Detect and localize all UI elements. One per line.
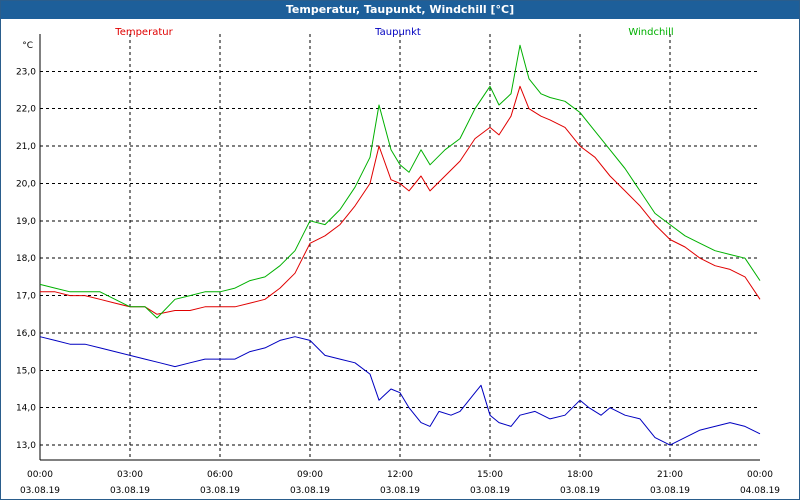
x-tick-date: 03.08.19	[380, 486, 420, 496]
x-tick-date: 03.08.19	[560, 486, 600, 496]
legend-temperatur: Temperatur	[114, 27, 173, 38]
legend-taupunkt: Taupunkt	[374, 27, 421, 38]
legend-windchill: Windchill	[628, 27, 673, 38]
y-tick-label: 13,0	[16, 441, 36, 451]
series-line-temperatur	[40, 85, 761, 315]
x-tick-time: 12:00	[387, 470, 413, 480]
x-tick-date: 03.08.19	[200, 486, 240, 496]
x-tick-time: 21:00	[657, 470, 683, 480]
x-tick-time: 00:00	[747, 470, 773, 480]
x-tick-time: 18:00	[567, 470, 593, 480]
x-tick-date: 03.08.19	[20, 486, 60, 496]
y-tick-label: 16,0	[16, 329, 36, 339]
y-tick-label: 22,0	[16, 105, 36, 115]
x-tick-date: 03.08.19	[650, 486, 690, 496]
x-tick-time: 03:00	[117, 470, 143, 480]
x-tick-date: 03.08.19	[290, 486, 330, 496]
y-axis-label: °C	[22, 41, 33, 51]
y-tick-label: 23,0	[16, 67, 36, 77]
y-tick-label: 17,0	[16, 292, 36, 302]
x-tick-date: 03.08.19	[110, 486, 150, 496]
x-tick-date: 04.08.19	[740, 486, 780, 496]
y-tick-label: 14,0	[16, 404, 36, 414]
y-tick-label: 21,0	[16, 142, 36, 152]
y-tick-label: 19,0	[16, 217, 36, 227]
y-tick-label: 18,0	[16, 254, 36, 264]
series-line-taupunkt	[39, 336, 761, 446]
x-tick-date: 03.08.19	[470, 486, 510, 496]
series-line-windchill	[39, 44, 761, 319]
x-tick-time: 06:00	[207, 470, 233, 480]
x-tick-time: 09:00	[297, 470, 323, 480]
y-tick-label: 15,0	[16, 366, 36, 376]
chart-title: Temperatur, Taupunkt, Windchill [°C]	[1, 1, 799, 19]
x-tick-time: 00:00	[27, 470, 53, 480]
x-tick-time: 15:00	[477, 470, 503, 480]
y-tick-label: 20,0	[16, 179, 36, 189]
